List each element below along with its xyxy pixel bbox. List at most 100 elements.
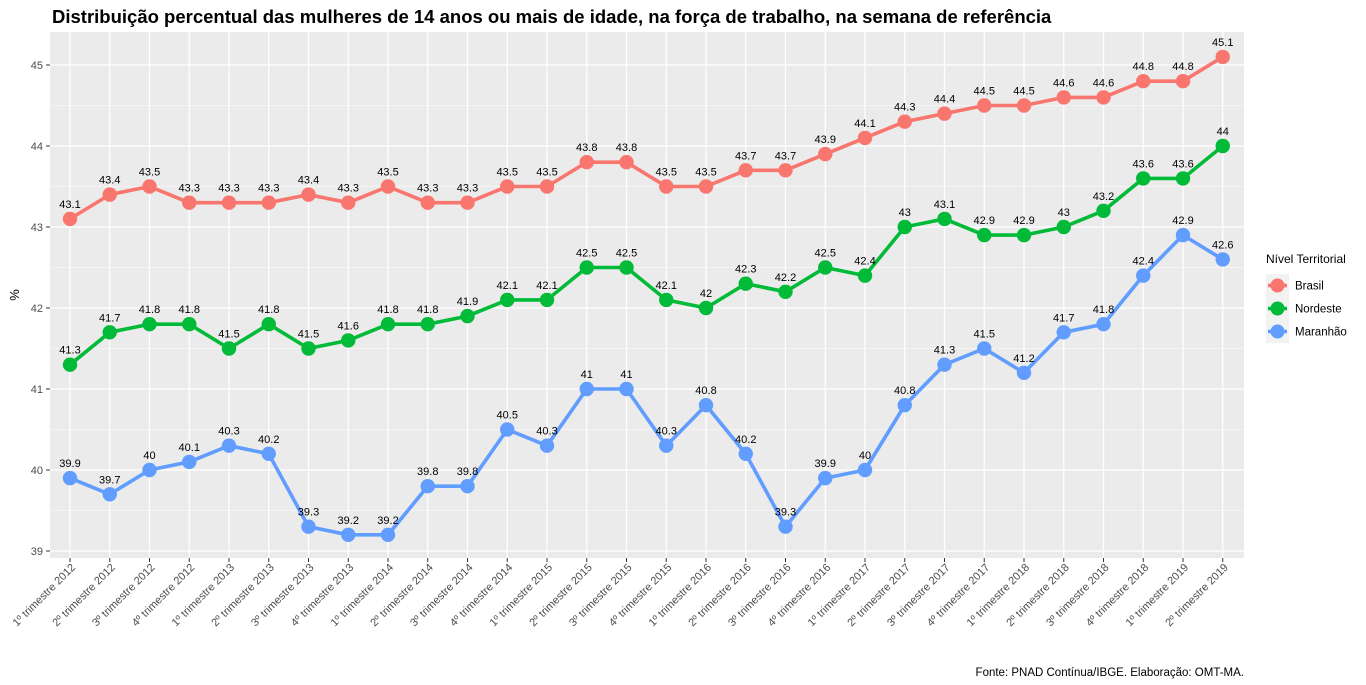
data-label-brasil: 43.7	[775, 150, 796, 162]
data-label-brasil: 43.3	[457, 183, 478, 195]
data-point-nordeste	[1136, 171, 1151, 186]
data-label-maranhao: 39.3	[775, 507, 796, 519]
data-point-nordeste	[1215, 138, 1230, 154]
data-label-maranhao: 41.5	[974, 329, 995, 341]
data-point-nordeste	[818, 260, 833, 275]
data-label-nordeste: 43.6	[1172, 158, 1193, 170]
data-label-nordeste: 42.2	[775, 272, 796, 284]
data-point-nordeste	[500, 292, 515, 308]
data-point-maranhao	[380, 527, 396, 542]
data-point-brasil	[261, 195, 276, 210]
data-label-nordeste: 41.8	[139, 304, 160, 316]
data-label-brasil: 43.4	[99, 175, 120, 187]
data-label-nordeste: 42	[700, 288, 712, 300]
data-point-maranhao	[1096, 317, 1111, 332]
data-label-maranhao: 41	[620, 369, 632, 381]
data-label-brasil: 43.7	[735, 150, 756, 162]
data-point-brasil	[460, 195, 475, 210]
chart-title: Distribuição percentual das mulheres de …	[52, 6, 1052, 27]
data-point-nordeste	[977, 227, 992, 243]
data-point-maranhao	[420, 479, 435, 494]
data-label-nordeste: 42.9	[974, 215, 995, 227]
data-label-brasil: 43.5	[656, 167, 677, 179]
data-point-brasil	[1215, 49, 1230, 65]
data-label-maranhao: 39.2	[338, 515, 359, 527]
data-point-nordeste	[301, 341, 316, 356]
data-label-maranhao: 39.8	[457, 466, 478, 478]
data-label-brasil: 43.5	[139, 167, 160, 179]
data-point-nordeste	[1096, 203, 1111, 218]
data-label-brasil: 43.5	[536, 167, 557, 179]
data-point-nordeste	[1175, 171, 1191, 186]
y-tick-label: 40	[31, 465, 43, 477]
legend-label-nordeste: Nordeste	[1295, 304, 1342, 316]
data-point-brasil	[142, 179, 157, 194]
data-label-brasil: 43.3	[417, 183, 438, 195]
data-label-brasil: 44.5	[1013, 86, 1034, 98]
y-tick-label: 45	[31, 60, 43, 72]
data-point-nordeste	[698, 300, 714, 316]
data-label-brasil: 43.3	[258, 183, 279, 195]
data-point-maranhao	[1016, 365, 1032, 380]
data-label-nordeste: 41.8	[258, 304, 279, 316]
legend-item-brasil: Brasil	[1266, 274, 1324, 297]
data-point-brasil	[1175, 74, 1191, 89]
data-label-nordeste: 41.8	[179, 304, 200, 316]
data-label-brasil: 43.3	[338, 183, 359, 195]
data-label-brasil: 43.3	[218, 183, 239, 195]
data-point-nordeste	[380, 317, 396, 332]
data-label-maranhao: 40.1	[179, 442, 200, 454]
data-label-maranhao: 41.8	[1093, 304, 1114, 316]
data-label-nordeste: 43.6	[1133, 158, 1154, 170]
data-label-maranhao: 39.9	[815, 458, 836, 470]
data-point-maranhao	[897, 398, 912, 413]
data-point-brasil	[937, 106, 952, 121]
data-label-maranhao: 40.8	[695, 385, 716, 397]
data-label-nordeste: 41.9	[457, 296, 478, 308]
caption: Fonte: PNAD Contínua/IBGE. Elaboração: O…	[976, 667, 1244, 679]
data-point-maranhao	[937, 357, 952, 372]
y-tick-label: 42	[31, 303, 43, 315]
data-point-nordeste	[937, 211, 952, 227]
data-point-maranhao	[977, 341, 992, 356]
data-point-brasil	[977, 98, 992, 113]
data-point-maranhao	[142, 462, 157, 478]
y-tick-label: 43	[31, 222, 43, 234]
grid-minor	[50, 105, 1244, 511]
legend-items: Brasil Nordeste Maranhão	[1266, 274, 1347, 343]
data-label-maranhao: 40.3	[656, 426, 677, 438]
data-label-maranhao: 39.7	[99, 474, 120, 486]
legend-item-nordeste: Nordeste	[1266, 297, 1342, 320]
data-point-maranhao	[221, 438, 237, 453]
data-point-maranhao	[857, 462, 873, 478]
data-label-nordeste: 42.5	[576, 248, 597, 260]
data-label-brasil: 44.5	[974, 86, 995, 98]
data-label-maranhao: 40.3	[536, 426, 557, 438]
data-label-nordeste: 42.5	[616, 248, 637, 260]
data-label-brasil: 43.5	[377, 167, 398, 179]
data-label-brasil: 44.6	[1093, 77, 1114, 89]
data-point-nordeste	[1056, 219, 1071, 235]
data-label-nordeste: 42.1	[536, 280, 557, 292]
data-point-maranhao	[579, 381, 594, 397]
data-label-brasil: 43.8	[616, 142, 637, 154]
data-label-nordeste: 43	[1058, 207, 1070, 219]
data-point-maranhao	[500, 422, 515, 437]
data-point-maranhao	[182, 454, 197, 470]
data-point-nordeste	[460, 308, 475, 324]
data-label-nordeste: 44	[1217, 126, 1229, 138]
data-label-brasil: 44.6	[1053, 77, 1074, 89]
data-label-brasil: 44.8	[1172, 61, 1193, 73]
data-label-brasil: 43.5	[695, 167, 716, 179]
data-label-nordeste: 42.3	[735, 264, 756, 276]
y-axis-title: %	[7, 289, 22, 301]
data-point-brasil	[698, 179, 714, 194]
data-label-nordeste: 43	[899, 207, 911, 219]
legend-label-brasil: Brasil	[1295, 281, 1324, 293]
data-point-maranhao	[460, 479, 475, 494]
data-label-brasil: 43.4	[298, 175, 319, 187]
data-point-brasil	[380, 179, 396, 194]
series-layer	[62, 49, 1230, 542]
data-label-brasil: 43.9	[815, 134, 836, 146]
